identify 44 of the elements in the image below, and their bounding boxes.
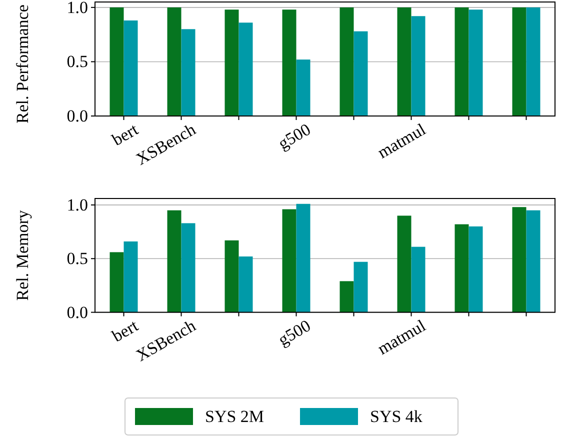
bar	[181, 223, 196, 312]
bar	[340, 7, 354, 116]
y-tick-label: 0.5	[66, 249, 88, 268]
y-axis-title: Rel. Performance	[13, 4, 32, 124]
bar	[397, 216, 412, 312]
bar	[238, 256, 253, 312]
bar	[181, 29, 196, 116]
legend-label: SYS 4k	[370, 407, 423, 426]
y-tick-label: 0.5	[66, 52, 88, 72]
legend-label: SYS 2M	[205, 407, 264, 426]
bar	[224, 10, 239, 116]
bar	[124, 241, 138, 312]
bar	[340, 281, 354, 312]
y-axis-title: Rel. Memory	[13, 210, 32, 301]
bar	[354, 31, 368, 116]
bar	[167, 210, 182, 312]
y-tick-label: 0.0	[66, 106, 88, 126]
bar	[468, 226, 483, 312]
bar	[282, 10, 296, 116]
bar	[238, 22, 253, 116]
bar	[454, 224, 469, 312]
bar	[526, 7, 540, 116]
bar	[354, 262, 368, 312]
bar	[397, 7, 412, 116]
x-tick-label: g500	[274, 120, 314, 154]
y-tick-label: 0.0	[66, 302, 88, 322]
bar	[512, 207, 526, 312]
bar	[526, 210, 540, 312]
bar	[296, 204, 310, 312]
x-tick-label: g500	[274, 316, 314, 350]
bar	[224, 240, 239, 312]
y-tick-label: 1.0	[66, 195, 88, 214]
bar	[468, 10, 483, 116]
bar	[512, 7, 526, 116]
bar	[411, 246, 426, 312]
bar	[167, 7, 182, 116]
bar	[124, 20, 138, 116]
bar	[454, 7, 469, 116]
y-tick-label: 1.0	[66, 0, 88, 17]
bar	[110, 252, 124, 312]
bar	[282, 209, 296, 312]
bar	[411, 16, 426, 116]
bar	[110, 7, 124, 116]
bar	[296, 60, 310, 116]
